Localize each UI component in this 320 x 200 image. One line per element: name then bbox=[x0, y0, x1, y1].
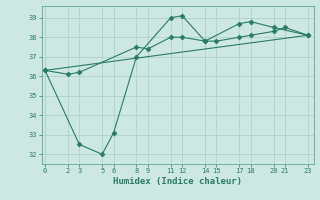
X-axis label: Humidex (Indice chaleur): Humidex (Indice chaleur) bbox=[113, 177, 242, 186]
